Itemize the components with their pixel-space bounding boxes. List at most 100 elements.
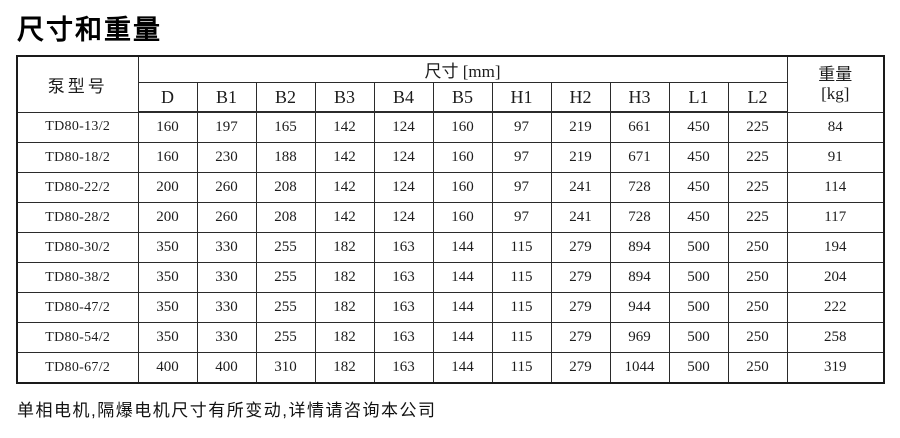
dim-cell: 350 [137, 322, 198, 353]
table-row: TD80-22/2 200 260 208 142 124 160 97 241 728 450 22… [16, 172, 885, 203]
dim-cell: 728 [609, 202, 670, 233]
dim-cell: 944 [609, 292, 670, 323]
dim-column-header: H2 [550, 82, 611, 113]
dim-cell: 255 [255, 232, 316, 263]
table-header: 泵型号 尺寸 [mm] 重量 [kg] D B1 B2 B3 B4 B5 H1 H2 H3 L1 L… [16, 55, 885, 113]
weight-cell: 194 [786, 232, 885, 263]
dim-column-header: L2 [727, 82, 788, 113]
dim-cell: 124 [373, 111, 434, 143]
dim-cell: 279 [550, 352, 611, 384]
dim-cell: 450 [668, 172, 729, 203]
model-cell: TD80-13/2 [16, 111, 139, 143]
model-cell: TD80-28/2 [16, 202, 139, 233]
dim-cell: 163 [373, 292, 434, 323]
dim-cell: 500 [668, 232, 729, 263]
weight-header-line2: [kg] [821, 84, 850, 104]
dim-cell: 250 [727, 352, 788, 384]
weight-cell: 84 [786, 111, 885, 143]
dim-cell: 97 [491, 172, 552, 203]
dim-cell: 260 [196, 172, 257, 203]
dim-column-header: B5 [432, 82, 493, 113]
weight-cell: 258 [786, 322, 885, 353]
dim-cell: 671 [609, 142, 670, 173]
dim-column-header: B2 [255, 82, 316, 113]
model-cell: TD80-54/2 [16, 322, 139, 353]
table-body: TD80-13/2 160 197 165 142 124 160 97 219 661 450 22… [16, 111, 885, 384]
page-title: 尺寸和重量 [17, 15, 162, 45]
dim-cell: 115 [491, 352, 552, 384]
dim-cell: 197 [196, 111, 257, 143]
dim-cell: 200 [137, 202, 198, 233]
dim-column-header: D [137, 82, 198, 113]
model-cell: TD80-22/2 [16, 172, 139, 203]
dim-cell: 182 [314, 232, 375, 263]
dim-column-header: B3 [314, 82, 375, 113]
dim-cell: 225 [727, 142, 788, 173]
dim-cell: 241 [550, 172, 611, 203]
dim-cell: 182 [314, 292, 375, 323]
dim-cell: 115 [491, 292, 552, 323]
dim-cell: 450 [668, 111, 729, 143]
dim-cell: 500 [668, 352, 729, 384]
dim-cell: 350 [137, 262, 198, 293]
footnote-text: 单相电机,隔爆电机尺寸有所变动,详情请咨询本公司 [17, 401, 437, 420]
dim-header-row: D B1 B2 B3 B4 B5 H1 H2 H3 L1 L2 [17, 82, 884, 113]
dim-column-header: H1 [491, 82, 552, 113]
dim-cell: 894 [609, 262, 670, 293]
group-header-row: 泵型号 尺寸 [mm] 重量 [kg] [16, 55, 885, 113]
dims-group-header: 尺寸 [mm] [137, 55, 788, 83]
dim-cell: 255 [255, 292, 316, 323]
weight-cell: 91 [786, 142, 885, 173]
dim-cell: 225 [727, 202, 788, 233]
weight-cell: 319 [786, 352, 885, 384]
weight-header-line1: 重量 [818, 64, 853, 84]
dim-cell: 142 [314, 111, 375, 143]
dim-cell: 310 [255, 352, 316, 384]
dim-cell: 160 [432, 111, 493, 143]
weight-cell: 114 [786, 172, 885, 203]
table-row: TD80-28/2 200 260 208 142 124 160 97 241 728 450 22… [16, 202, 885, 233]
dimensions-weight-table: 泵型号 尺寸 [mm] 重量 [kg] D B1 B2 B3 B4 B5 H1 H2 H3 L1 L… [16, 55, 886, 384]
dim-cell: 330 [196, 232, 257, 263]
table-row: TD80-47/2 350 330 255 182 163 144 115 279 944 500 2… [16, 292, 885, 323]
dim-cell: 250 [727, 262, 788, 293]
dim-cell: 182 [314, 322, 375, 353]
dim-cell: 969 [609, 322, 670, 353]
dim-cell: 225 [727, 111, 788, 143]
table-row: TD80-30/2 350 330 255 182 163 144 115 279 894 500 2… [16, 232, 885, 263]
dim-cell: 160 [137, 111, 198, 143]
dim-cell: 144 [432, 322, 493, 353]
weight-cell: 204 [786, 262, 885, 293]
dim-cell: 500 [668, 292, 729, 323]
weight-cell: 117 [786, 202, 885, 233]
dim-cell: 208 [255, 202, 316, 233]
model-cell: TD80-47/2 [16, 292, 139, 323]
dim-cell: 250 [727, 292, 788, 323]
dim-cell: 163 [373, 322, 434, 353]
dim-cell: 115 [491, 262, 552, 293]
dim-cell: 124 [373, 202, 434, 233]
dim-cell: 400 [196, 352, 257, 384]
dim-cell: 200 [137, 172, 198, 203]
dim-cell: 142 [314, 142, 375, 173]
dim-cell: 330 [196, 322, 257, 353]
weight-cell: 222 [786, 292, 885, 323]
dim-cell: 450 [668, 142, 729, 173]
weight-column-header: 重量 [kg] [786, 55, 885, 113]
dim-cell: 728 [609, 172, 670, 203]
dim-cell: 182 [314, 352, 375, 384]
dim-cell: 330 [196, 262, 257, 293]
dim-cell: 160 [432, 172, 493, 203]
dim-cell: 188 [255, 142, 316, 173]
dim-cell: 500 [668, 322, 729, 353]
dim-cell: 250 [727, 322, 788, 353]
dim-cell: 142 [314, 202, 375, 233]
model-cell: TD80-18/2 [16, 142, 139, 173]
dim-cell: 97 [491, 142, 552, 173]
dim-cell: 182 [314, 262, 375, 293]
dim-column-header: B1 [196, 82, 257, 113]
dim-cell: 279 [550, 322, 611, 353]
dim-cell: 160 [432, 202, 493, 233]
dim-cell: 163 [373, 232, 434, 263]
dim-cell: 255 [255, 322, 316, 353]
